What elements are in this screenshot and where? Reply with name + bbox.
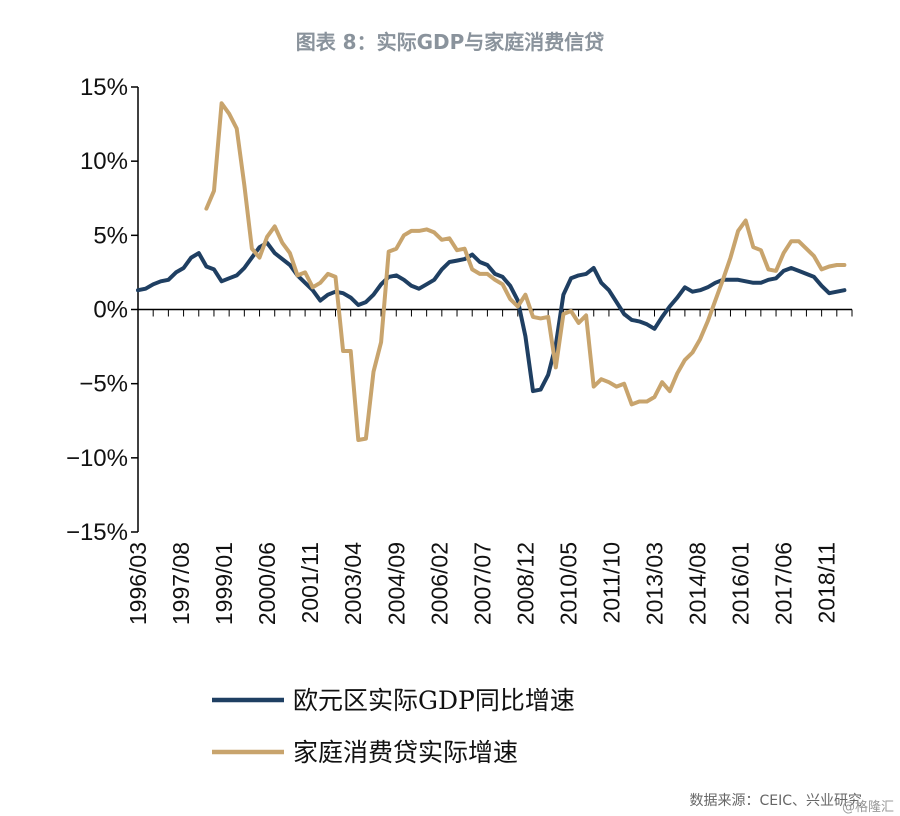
y-tick-label: 0% [93,297,128,324]
source-note: 数据来源：CEIC、兴业研究 [689,793,862,809]
legend-label-1: 欧元区实际GDP同比增速 [293,686,575,715]
x-tick-label: 2003/04 [340,542,366,625]
x-tick-label: 2010/05 [555,542,581,625]
y-tick-label: 15% [80,74,128,101]
x-tick-label: 2016/01 [728,542,754,625]
x-tick-label: 2007/07 [469,542,495,625]
series-line-2 [204,101,847,442]
x-tick-label: 2013/03 [642,542,668,625]
x-tick-label: 2008/12 [512,542,538,625]
x-tick-label: 2011/10 [598,542,624,623]
chart-title: 图表 8：实际GDP与家庭消费信贷 [295,30,605,54]
x-tick-label: 2014/08 [685,542,711,625]
y-tick-label: 5% [93,222,128,249]
x-tick-label: 1997/08 [168,542,194,625]
y-axis-ticks: −15% −10% −5% 0% 5% 10% 15% [66,74,138,546]
series-line-1 [136,240,847,394]
x-tick-label: 2000/06 [254,542,280,625]
x-tick-label: 2006/02 [426,542,452,625]
y-tick-label: 10% [80,148,128,175]
y-tick-label: −15% [66,519,128,546]
x-axis-ticks: 1996/03 1997/08 1999/01 2000/06 2001/11 2003/… [125,309,853,625]
watermark: @格隆汇 [841,800,894,815]
x-tick-label: 2018/11 [814,542,840,623]
x-tick-label: 2001/11 [297,542,323,623]
x-tick-label: 1996/03 [125,542,151,625]
y-tick-label: −5% [79,371,128,398]
x-tick-label: 2017/06 [771,542,797,625]
series-lines [136,101,847,442]
x-tick-label: 2004/09 [383,542,409,625]
x-tick-label: 1999/01 [211,542,237,625]
y-tick-label: −10% [66,445,128,472]
legend-label-2: 家庭消费贷实际增速 [293,738,518,767]
axes [137,87,852,532]
